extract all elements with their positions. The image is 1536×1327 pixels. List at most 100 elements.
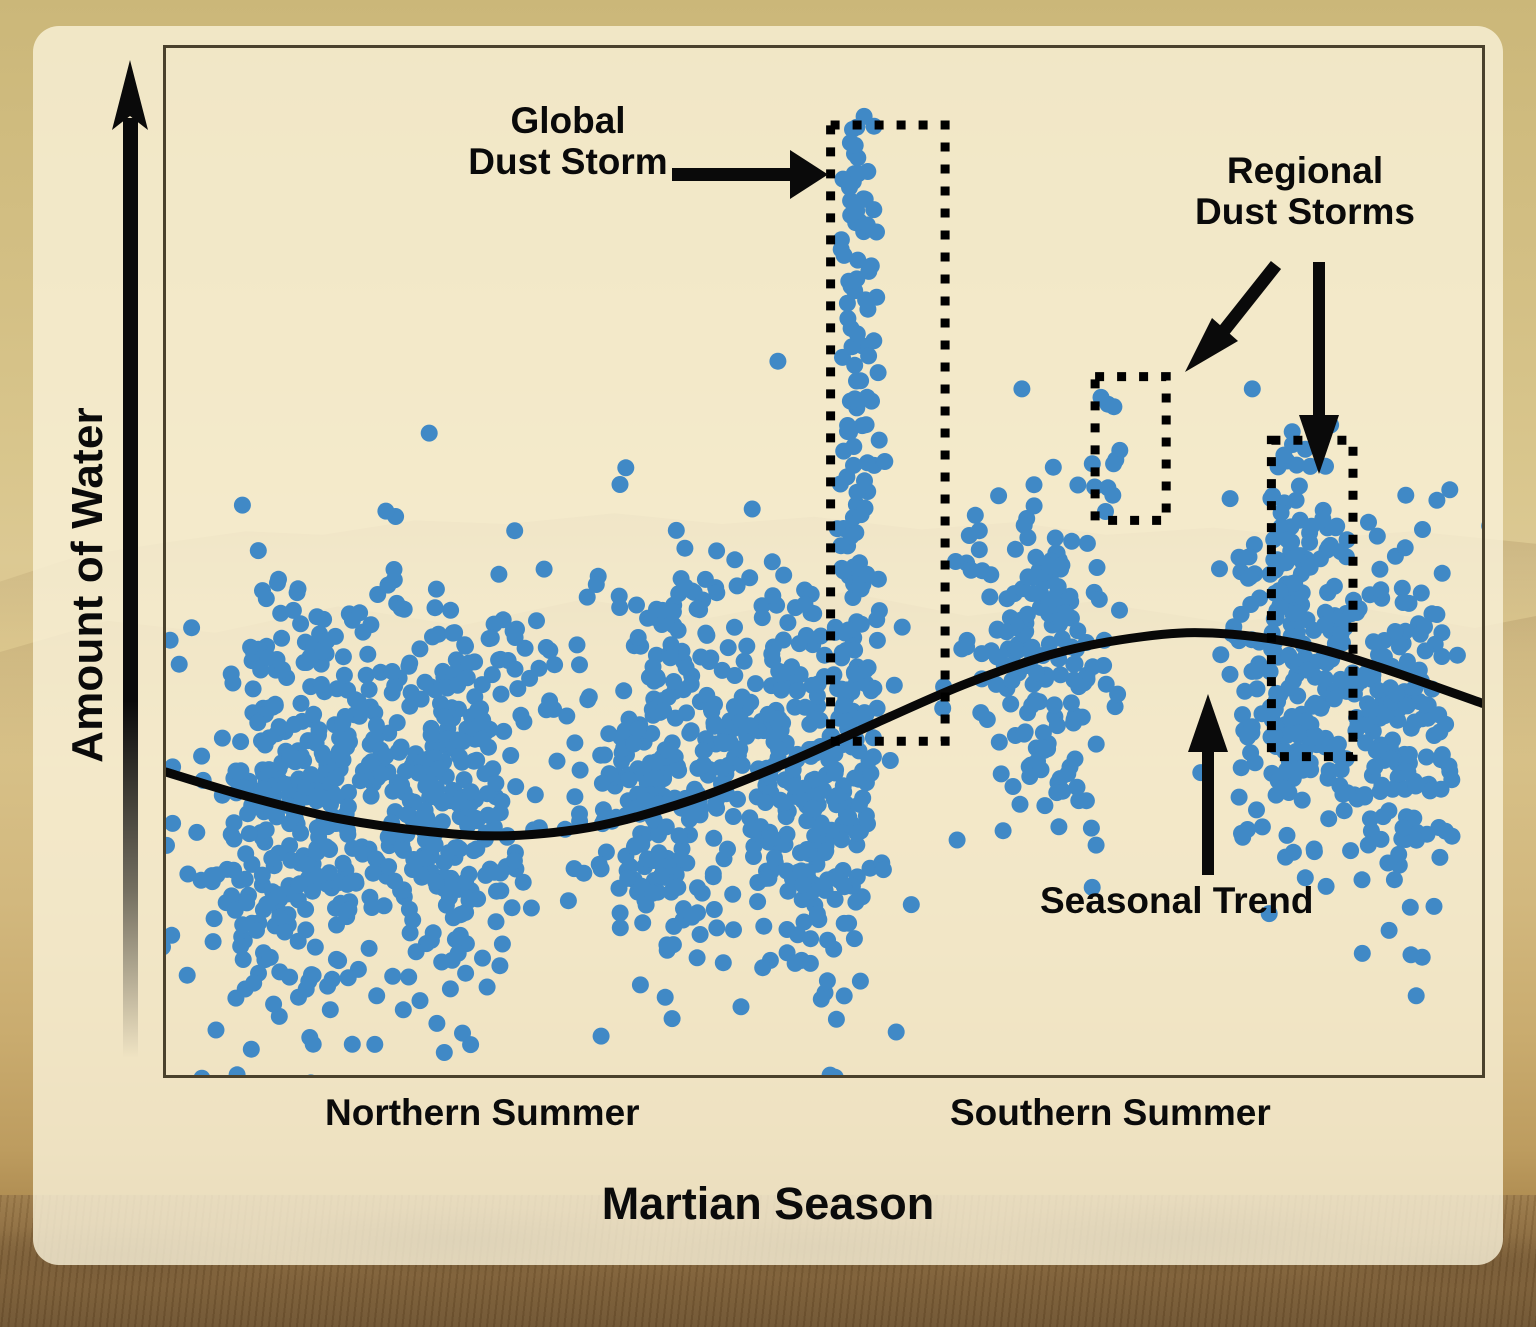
scatter-point <box>166 631 179 649</box>
scatter-point <box>578 588 596 606</box>
scatter-point <box>865 332 883 350</box>
scatter-point <box>428 780 446 798</box>
scatter-point <box>1251 589 1269 607</box>
scatter-point <box>669 621 687 639</box>
scatter-point <box>392 599 410 617</box>
scatter-point <box>354 845 372 863</box>
scatter-point <box>1097 503 1114 520</box>
scatter-point <box>749 893 767 911</box>
scatter-point <box>966 506 984 524</box>
scatter-point <box>253 866 271 884</box>
scatter-point <box>885 676 903 694</box>
scatter-point <box>170 655 188 673</box>
scatter-point <box>507 778 525 796</box>
scatter-point <box>724 885 742 903</box>
scatter-point <box>492 650 509 668</box>
scatter-point <box>435 1044 453 1061</box>
scatter-point <box>488 882 505 900</box>
scatter-point <box>1104 486 1122 504</box>
scatter-point <box>683 908 701 926</box>
scatter-point <box>1230 788 1248 806</box>
scatter-point <box>745 848 762 865</box>
scatter-point <box>1248 801 1265 819</box>
scatter-point <box>1019 568 1037 586</box>
scatter-point <box>367 716 385 734</box>
scatter-point <box>166 814 182 832</box>
scatter-point <box>795 913 813 931</box>
scatter-point <box>226 901 244 919</box>
scatter-point <box>779 882 797 900</box>
scatter-point <box>313 789 331 807</box>
scatter-point <box>546 656 564 674</box>
scatter-point <box>1291 511 1309 529</box>
scatter-point <box>592 1027 610 1045</box>
scatter-point <box>571 761 589 779</box>
scatter-point <box>1398 697 1416 715</box>
scatter-point <box>580 688 598 706</box>
scatter-point <box>1274 779 1292 797</box>
scatter-point <box>386 677 404 695</box>
scatter-point <box>1211 560 1228 578</box>
scatter-point <box>339 798 357 816</box>
scatter-point <box>411 992 429 1010</box>
scatter-point <box>1097 675 1115 693</box>
scatter-point <box>1328 517 1346 535</box>
scatter-point <box>272 604 290 622</box>
scatter-point <box>1320 810 1338 828</box>
scatter-point <box>491 957 509 975</box>
scatter-point <box>1296 869 1314 887</box>
scatter-point <box>857 416 875 434</box>
scatter-point <box>846 136 864 154</box>
scatter-point <box>1368 527 1386 545</box>
scatter-point <box>764 587 782 605</box>
scatter-point <box>204 933 222 951</box>
scatter-point <box>1361 810 1379 828</box>
scatter-point <box>860 347 878 365</box>
scatter-point <box>261 948 279 966</box>
scatter-point <box>769 352 787 370</box>
scatter-point <box>506 660 524 678</box>
scatter-point <box>1305 840 1323 858</box>
scatter-point <box>393 776 411 794</box>
scatter-point <box>766 849 783 867</box>
scatter-point <box>401 924 419 942</box>
scatter-point <box>404 861 421 878</box>
scatter-point <box>1431 848 1449 866</box>
scatter-point <box>242 1040 260 1058</box>
scatter-point <box>1335 802 1353 820</box>
scatter-point <box>435 853 453 871</box>
scatter-point <box>629 720 647 738</box>
scatter-point <box>1431 723 1449 741</box>
scatter-point <box>856 499 874 517</box>
scatter-point <box>1375 648 1393 666</box>
scatter-point <box>852 372 870 390</box>
scatter-point <box>1382 750 1400 768</box>
annotation-global-dust-storm-line1: Global <box>510 100 626 141</box>
scatter-point <box>825 940 843 958</box>
scatter-point <box>233 496 251 514</box>
scatter-point <box>653 616 671 633</box>
scatter-point <box>1105 398 1123 416</box>
scatter-point <box>848 325 866 343</box>
scatter-point <box>840 808 858 826</box>
scatter-point <box>1095 657 1113 674</box>
scatter-point <box>631 976 649 994</box>
scatter-point <box>1234 706 1251 724</box>
scatter-point <box>477 866 495 884</box>
scatter-point <box>1268 684 1286 702</box>
scatter-point <box>587 576 605 593</box>
scatter-point <box>1028 664 1045 682</box>
scatter-point <box>362 787 380 805</box>
x-tick-label-southern-summer: Southern Summer <box>950 1092 1271 1133</box>
scatter-point <box>1232 550 1250 568</box>
scatter-point <box>802 800 820 818</box>
scatter-point <box>1416 696 1434 714</box>
scatter-point <box>827 1010 845 1028</box>
scatter-point <box>373 765 391 783</box>
scatter-point <box>615 682 633 700</box>
scatter-point <box>484 760 502 778</box>
scatter-point <box>432 695 449 712</box>
scatter-point <box>663 1010 681 1028</box>
scatter-point <box>1293 791 1311 809</box>
scatter-point <box>383 663 401 680</box>
